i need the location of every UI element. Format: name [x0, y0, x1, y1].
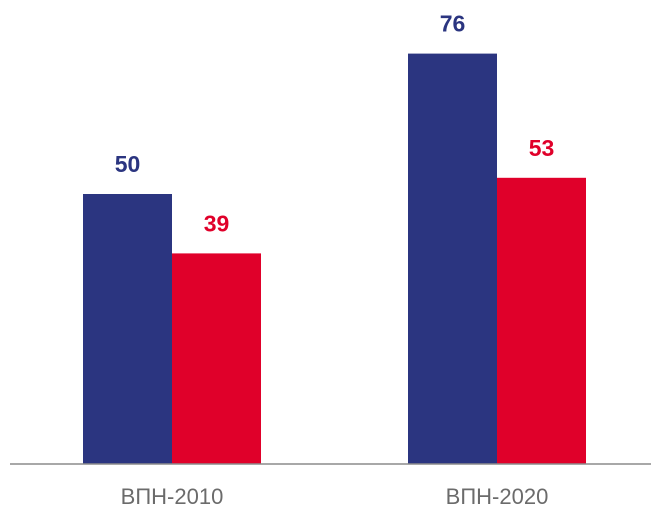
bar — [408, 53, 497, 464]
bar — [172, 253, 261, 464]
bar — [83, 194, 172, 464]
x-tick-label: ВПН-2020 — [446, 484, 549, 509]
value-label: 76 — [440, 11, 466, 37]
value-label: 53 — [529, 135, 555, 161]
value-label: 50 — [115, 151, 141, 177]
value-label: 39 — [204, 210, 230, 236]
x-tick-label: ВПН-2010 — [121, 484, 224, 509]
bar — [497, 177, 586, 465]
